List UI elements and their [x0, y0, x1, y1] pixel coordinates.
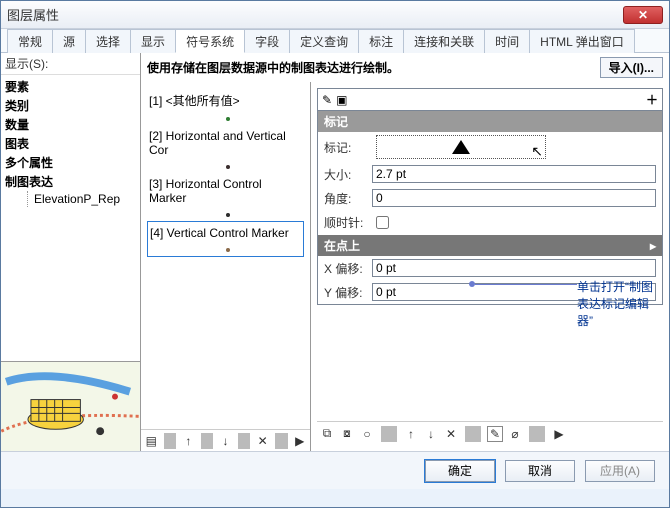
rule-item[interactable]: [3] Horizontal Control Marker [147, 173, 304, 221]
dialog-buttons: 确定 取消 应用(A) [1, 451, 669, 489]
category-tree[interactable]: 要素类别数量图表多个属性制图表达ElevationP_Rep [1, 75, 140, 361]
arrow-down-icon[interactable]: ↓ [423, 426, 439, 442]
angle-label: 角度: [324, 190, 364, 207]
delete-icon[interactable]: ✕ [443, 426, 459, 442]
tab-0[interactable]: 常规 [7, 29, 53, 53]
play-icon[interactable]: ▶ [551, 426, 567, 442]
dropdown-arrow-icon[interactable]: ▸ [650, 239, 656, 253]
marker-preview-box[interactable]: ↖ [376, 135, 546, 159]
properties-column: ✎ ▣ ＋ 标记 标记: ↖ 大小: [311, 82, 669, 451]
annotation-text: 单击打开“制图表达标记编辑器” [577, 278, 661, 329]
onpoint-label: 在点上 [324, 237, 360, 254]
section-marker-header: 标记 [318, 111, 662, 132]
link-a-icon[interactable]: ⧉ [319, 426, 335, 442]
play-icon[interactable]: ▶ [294, 433, 307, 449]
tab-strip: 常规源选择显示符号系统字段定义查询标注连接和关联时间HTML 弹出窗口 [1, 29, 669, 53]
tab-7[interactable]: 标注 [358, 29, 404, 53]
tab-3[interactable]: 显示 [130, 29, 176, 53]
rule-marker-icon [226, 165, 230, 169]
arrow-down-icon[interactable]: ↓ [219, 433, 232, 449]
cylinder-icon[interactable]: ⌀ [507, 426, 523, 442]
rule-item[interactable]: [4] Vertical Control Marker [147, 221, 304, 257]
rules-column: [1] <其他所有值>[2] Horizontal and Vertical C… [141, 82, 311, 451]
properties-toolbar: ⧉⧇○ ↑↓✕ ✎⌀ ▶ [317, 421, 663, 445]
rule-marker-icon [226, 213, 230, 217]
arrow-up-icon[interactable]: ↑ [403, 426, 419, 442]
tab-10[interactable]: HTML 弹出窗口 [529, 29, 635, 53]
section-onpoint-header[interactable]: 在点上 ▸ [318, 235, 662, 256]
tab-1[interactable]: 源 [52, 29, 86, 53]
tool-b-icon[interactable]: ▣ [336, 93, 347, 107]
tree-item[interactable]: 类别 [5, 96, 136, 115]
tree-child[interactable]: ElevationP_Rep [27, 191, 136, 207]
marker-panel: ✎ ▣ ＋ 标记 标记: ↖ 大小: [317, 88, 663, 305]
pencil-icon[interactable]: ✎ [487, 426, 503, 442]
tree-item[interactable]: 制图表达 [5, 172, 136, 191]
tab-8[interactable]: 连接和关联 [403, 29, 485, 53]
display-label: 显示(S): [1, 53, 140, 75]
yoffset-label: Y 偏移: [324, 284, 364, 301]
right-header: 使用存储在图层数据源中的制图表达进行绘制。 导入(I)... [141, 53, 669, 82]
xoffset-label: X 偏移: [324, 260, 364, 277]
add-layer-button[interactable]: ＋ [646, 91, 658, 108]
content-area: 显示(S): 要素类别数量图表多个属性制图表达ElevationP_Rep 使用… [1, 53, 669, 451]
rules-list[interactable]: [1] <其他所有值>[2] Horizontal and Vertical C… [141, 82, 310, 429]
cancel-button[interactable]: 取消 [505, 460, 575, 482]
rule-item[interactable]: [1] <其他所有值> [147, 88, 304, 125]
clockwise-label: 顺时针: [324, 214, 364, 231]
left-column: 显示(S): 要素类别数量图表多个属性制图表达ElevationP_Rep [1, 53, 141, 451]
size-label: 大小: [324, 166, 364, 183]
marker-row-label: 标记: [324, 139, 364, 156]
ok-button[interactable]: 确定 [425, 460, 495, 482]
oval-icon[interactable]: ○ [359, 426, 375, 442]
tab-4[interactable]: 符号系统 [175, 29, 245, 53]
cursor-icon: ↖ [531, 143, 543, 160]
size-input[interactable] [372, 165, 656, 183]
tab-5[interactable]: 字段 [244, 29, 290, 53]
rule-item[interactable]: [2] Horizontal and Vertical Cor [147, 125, 304, 173]
header-text: 使用存储在图层数据源中的制图表达进行绘制。 [147, 59, 399, 76]
angle-input[interactable] [372, 189, 656, 207]
tab-6[interactable]: 定义查询 [289, 29, 359, 53]
link-b-icon[interactable]: ⧇ [339, 426, 355, 442]
delete-icon[interactable]: ✕ [256, 433, 269, 449]
title-bar: 图层属性 ✕ [1, 1, 669, 29]
layers-icon[interactable]: ▤ [145, 433, 158, 449]
arrow-up-icon[interactable]: ↑ [182, 433, 195, 449]
close-button[interactable]: ✕ [623, 6, 663, 24]
apply-button[interactable]: 应用(A) [585, 460, 655, 482]
annotation-line [475, 284, 577, 285]
tree-item[interactable]: 图表 [5, 134, 136, 153]
tree-item[interactable]: 数量 [5, 115, 136, 134]
panel-header: ✎ ▣ ＋ [318, 89, 662, 111]
triangle-marker-icon [452, 140, 470, 154]
tab-2[interactable]: 选择 [85, 29, 131, 53]
rule-marker-icon [226, 117, 230, 121]
tab-9[interactable]: 时间 [484, 29, 530, 53]
tree-item[interactable]: 要素 [5, 77, 136, 96]
rules-toolbar: ▤ ↑ ↓ ✕ ▶ [141, 429, 310, 451]
import-button[interactable]: 导入(I)... [600, 57, 663, 78]
rule-marker-icon [226, 248, 230, 252]
clockwise-checkbox[interactable] [376, 216, 389, 229]
window-title: 图层属性 [7, 5, 623, 24]
tool-a-icon[interactable]: ✎ [322, 93, 332, 107]
xoffset-input[interactable] [372, 259, 656, 277]
preview-thumbnail [1, 361, 140, 451]
tree-item[interactable]: 多个属性 [5, 153, 136, 172]
